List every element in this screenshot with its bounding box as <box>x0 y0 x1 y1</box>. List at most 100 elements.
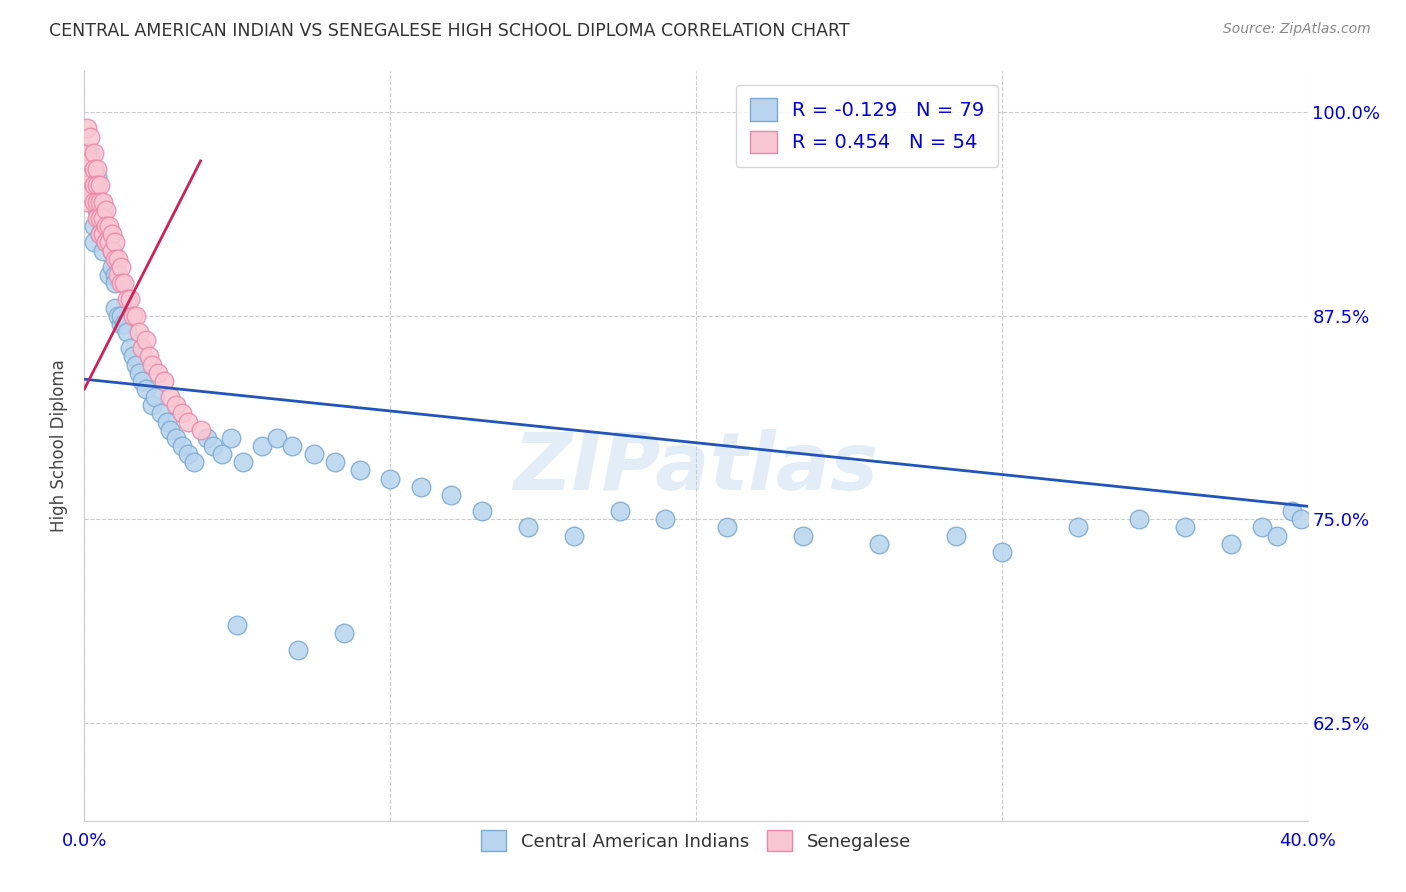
Point <box>83 162 105 177</box>
Point <box>135 333 157 347</box>
Point <box>76 194 98 209</box>
Point <box>349 463 371 477</box>
Point <box>86 178 108 193</box>
Point <box>104 268 127 282</box>
Point <box>201 439 224 453</box>
Point <box>177 415 200 429</box>
Point <box>138 350 160 364</box>
Point <box>195 431 218 445</box>
Point <box>141 358 163 372</box>
Point <box>110 276 132 290</box>
Point <box>232 455 254 469</box>
Point <box>76 121 98 136</box>
Point <box>79 153 101 168</box>
Point <box>165 398 187 412</box>
Point <box>869 537 891 551</box>
Point <box>76 153 98 168</box>
Y-axis label: High School Diploma: High School Diploma <box>51 359 69 533</box>
Point <box>128 325 150 339</box>
Point <box>110 309 132 323</box>
Point <box>141 398 163 412</box>
Point <box>250 439 273 453</box>
Point <box>125 358 148 372</box>
Point <box>101 244 124 258</box>
Point <box>79 162 101 177</box>
Point <box>89 227 111 242</box>
Point <box>110 317 132 331</box>
Point <box>654 512 676 526</box>
Point <box>89 227 111 242</box>
Point <box>112 276 135 290</box>
Point <box>266 431 288 445</box>
Point <box>94 202 117 217</box>
Point <box>135 382 157 396</box>
Point <box>89 211 111 225</box>
Point <box>107 252 129 266</box>
Point <box>471 504 494 518</box>
Point <box>115 293 138 307</box>
Point <box>86 170 108 185</box>
Point <box>94 235 117 250</box>
Point <box>83 145 105 160</box>
Point <box>104 276 127 290</box>
Point <box>107 309 129 323</box>
Point <box>86 194 108 209</box>
Point <box>89 178 111 193</box>
Point <box>562 528 585 542</box>
Point <box>1265 528 1288 542</box>
Point <box>131 341 153 355</box>
Point <box>333 626 356 640</box>
Point <box>107 268 129 282</box>
Point <box>177 447 200 461</box>
Point <box>287 642 309 657</box>
Point <box>609 504 631 518</box>
Legend: Central American Indians, Senegalese: Central American Indians, Senegalese <box>472 822 920 860</box>
Point <box>79 129 101 144</box>
Point <box>91 227 114 242</box>
Point <box>104 235 127 250</box>
Point <box>226 618 249 632</box>
Point <box>83 186 105 201</box>
Point <box>76 145 98 160</box>
Point <box>122 309 145 323</box>
Point <box>91 244 114 258</box>
Point <box>991 545 1014 559</box>
Point <box>131 374 153 388</box>
Point <box>76 178 98 193</box>
Point <box>101 244 124 258</box>
Point <box>1250 520 1272 534</box>
Point <box>94 219 117 233</box>
Point <box>1291 512 1313 526</box>
Point <box>159 423 181 437</box>
Point <box>716 520 738 534</box>
Point <box>143 390 166 404</box>
Point <box>792 528 814 542</box>
Point <box>440 488 463 502</box>
Point <box>125 309 148 323</box>
Point <box>146 366 169 380</box>
Point <box>83 235 105 250</box>
Point <box>79 170 101 185</box>
Point <box>302 447 325 461</box>
Point <box>112 317 135 331</box>
Point <box>76 162 98 177</box>
Point <box>120 341 142 355</box>
Point <box>79 186 101 201</box>
Point <box>120 293 142 307</box>
Point <box>76 178 98 193</box>
Point <box>110 260 132 274</box>
Text: ZIPatlas: ZIPatlas <box>513 429 879 508</box>
Point <box>1174 520 1197 534</box>
Point <box>156 415 179 429</box>
Point <box>172 406 194 420</box>
Point <box>94 235 117 250</box>
Point <box>172 439 194 453</box>
Point <box>91 194 114 209</box>
Point <box>149 406 172 420</box>
Point <box>190 423 212 437</box>
Point <box>97 219 120 233</box>
Point <box>1281 504 1303 518</box>
Point <box>516 520 538 534</box>
Point <box>91 219 114 233</box>
Point <box>94 219 117 233</box>
